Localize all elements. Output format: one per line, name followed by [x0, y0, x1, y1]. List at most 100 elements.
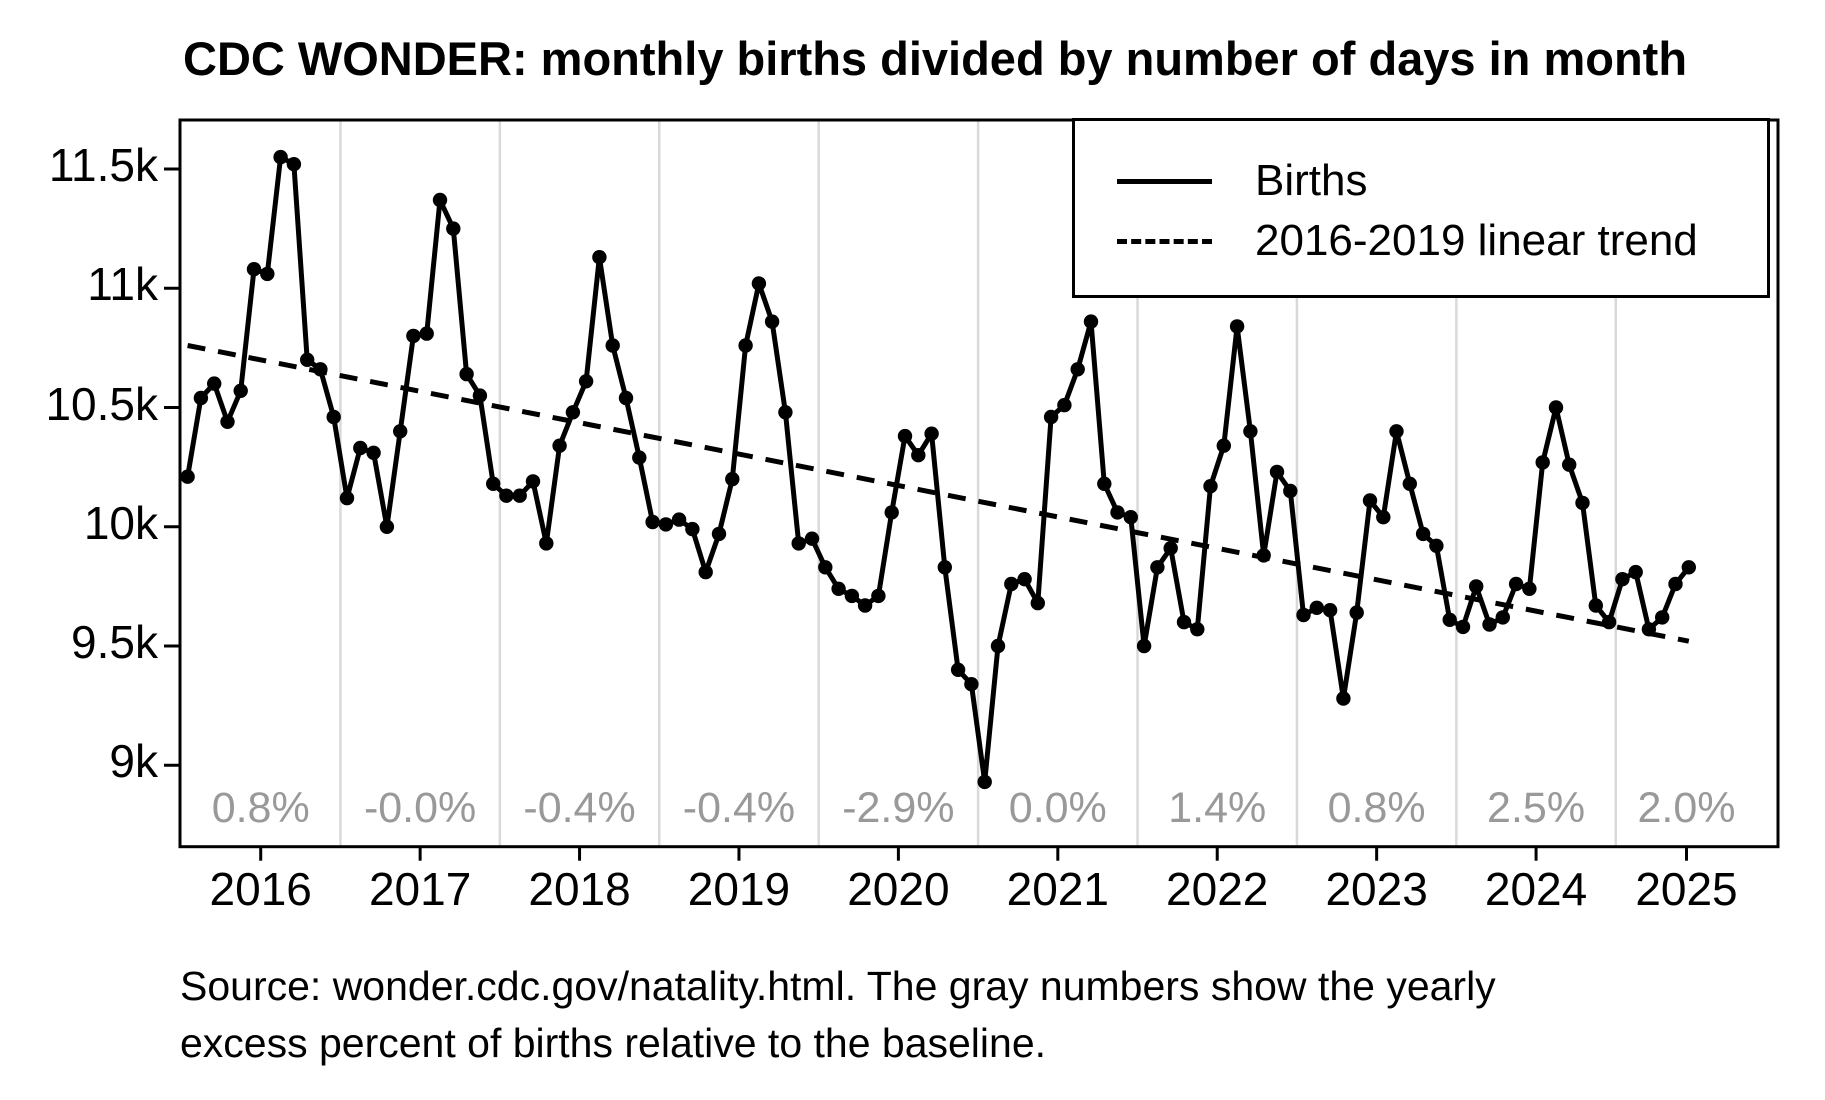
data-point-2023-07 — [1376, 510, 1391, 525]
year-label-2016: 2016 — [209, 863, 312, 915]
legend-births-label: Births — [1255, 156, 1368, 205]
data-point-2024-01 — [1455, 619, 1471, 635]
data-point-2019-08 — [751, 276, 767, 291]
data-point-2025-05 — [1668, 576, 1683, 592]
year-label-2022: 2022 — [1166, 863, 1269, 915]
data-point-2017-02 — [353, 440, 368, 456]
data-point-2017-07 — [419, 326, 434, 341]
data-point-2019-02 — [671, 512, 687, 527]
data-point-2016-04 — [220, 414, 235, 429]
data-point-2019-07 — [738, 338, 753, 353]
source-note-line-1: Source: wonder.cdc.gov/natality.html. Th… — [180, 963, 1496, 1009]
year-label-2021: 2021 — [1006, 863, 1109, 915]
data-point-2019-12 — [804, 531, 820, 546]
percent-label-2020: -2.9% — [842, 784, 955, 832]
data-point-2019-10 — [778, 405, 793, 420]
source-note-line-2: excess percent of births relative to the… — [180, 1020, 1047, 1066]
data-point-2016-10 — [300, 352, 315, 367]
data-point-2024-07 — [1535, 455, 1550, 470]
trend-line — [187, 343, 1690, 644]
births-line-sample — [1117, 178, 1212, 184]
data-point-2018-01 — [499, 488, 514, 503]
data-point-2022-07 — [1216, 438, 1232, 453]
data-point-2018-07 — [578, 374, 594, 389]
data-point-2021-10 — [1097, 476, 1112, 491]
data-point-2021-09 — [1083, 314, 1099, 329]
legend-trend-label: 2016-2019 linear trend — [1255, 216, 1698, 265]
plot-border — [178, 118, 1780, 849]
data-point-2020-03 — [844, 588, 860, 604]
data-point-2016-02 — [193, 390, 209, 406]
data-point-2019-06 — [725, 471, 740, 487]
data-point-2022-11 — [1269, 464, 1285, 480]
data-point-2024-05 — [1508, 576, 1524, 592]
data-point-2022-09 — [1243, 424, 1258, 439]
data-point-2025-01 — [1615, 572, 1630, 587]
data-point-2023-08 — [1389, 424, 1404, 439]
data-point-2018-10 — [618, 390, 634, 406]
percent-label-2018: -0.4% — [523, 784, 636, 832]
data-point-2018-02 — [512, 488, 527, 503]
data-point-2023-11 — [1429, 538, 1444, 553]
data-point-2021-07 — [1057, 397, 1072, 413]
data-point-2021-05 — [1030, 595, 1046, 611]
data-point-2018-11 — [632, 450, 647, 465]
data-point-2017-03 — [366, 445, 381, 460]
data-point-2022-06 — [1203, 479, 1218, 494]
data-point-2020-09 — [924, 426, 939, 441]
data-point-2022-03 — [1163, 541, 1178, 556]
year-label-2018: 2018 — [528, 863, 631, 915]
year-label-2025: 2025 — [1635, 863, 1738, 915]
data-point-2023-02 — [1309, 600, 1325, 615]
data-point-2021-02 — [990, 638, 1006, 654]
data-point-2020-07 — [897, 428, 913, 444]
data-point-2018-09 — [605, 338, 620, 353]
data-point-2022-08 — [1229, 319, 1245, 334]
data-point-2021-08 — [1070, 362, 1085, 377]
data-point-2018-08 — [592, 250, 607, 265]
data-point-2017-06 — [406, 328, 421, 344]
percent-label-2025: 2.0% — [1637, 784, 1736, 832]
data-point-2021-11 — [1110, 505, 1125, 520]
data-point-2017-10 — [459, 366, 474, 382]
y-tick-label-10.5k: 10.5k — [45, 377, 158, 430]
data-point-2019-03 — [685, 521, 700, 537]
data-point-2024-09 — [1562, 457, 1577, 472]
percent-label-2017: -0.0% — [363, 784, 477, 832]
data-point-2020-12 — [964, 677, 979, 692]
percent-label-2022: 1.4% — [1168, 784, 1267, 832]
chart-title: CDC WONDER: monthly births divided by nu… — [183, 32, 1688, 85]
data-point-2016-05 — [233, 383, 248, 398]
data-point-2025-02 — [1628, 564, 1643, 580]
data-point-2020-04 — [857, 598, 873, 613]
y-tick-label-11k: 11k — [87, 258, 158, 311]
data-point-2019-09 — [764, 314, 780, 329]
data-point-2025-03 — [1641, 622, 1657, 637]
data-point-2020-05 — [871, 588, 886, 604]
data-point-2023-01 — [1296, 607, 1311, 623]
data-point-2017-08 — [432, 192, 448, 208]
data-point-2017-09 — [446, 221, 461, 236]
data-point-2016-07 — [260, 266, 275, 282]
y-tick-label-10k: 10k — [83, 496, 158, 549]
data-point-2016-12 — [326, 409, 341, 425]
data-point-2022-12 — [1283, 483, 1298, 499]
year-label-2024: 2024 — [1484, 863, 1588, 915]
data-point-2019-11 — [791, 536, 806, 551]
data-point-2020-11 — [950, 662, 966, 677]
births-line — [185, 154, 1691, 785]
data-point-2023-03 — [1322, 603, 1338, 618]
data-point-2024-06 — [1522, 581, 1537, 596]
data-point-2024-11 — [1588, 598, 1604, 613]
data-point-2019-01 — [658, 517, 674, 532]
data-point-2021-04 — [1017, 572, 1032, 587]
legend: Births 2016-2019 linear trend — [1072, 118, 1770, 298]
data-point-2023-06 — [1362, 493, 1378, 508]
data-point-2021-01 — [977, 774, 992, 790]
year-label-2019: 2019 — [687, 863, 791, 915]
year-label-2023: 2023 — [1325, 863, 1428, 915]
data-point-2016-09 — [286, 157, 302, 172]
data-point-2018-04 — [539, 536, 554, 551]
data-point-2020-06 — [884, 505, 899, 520]
